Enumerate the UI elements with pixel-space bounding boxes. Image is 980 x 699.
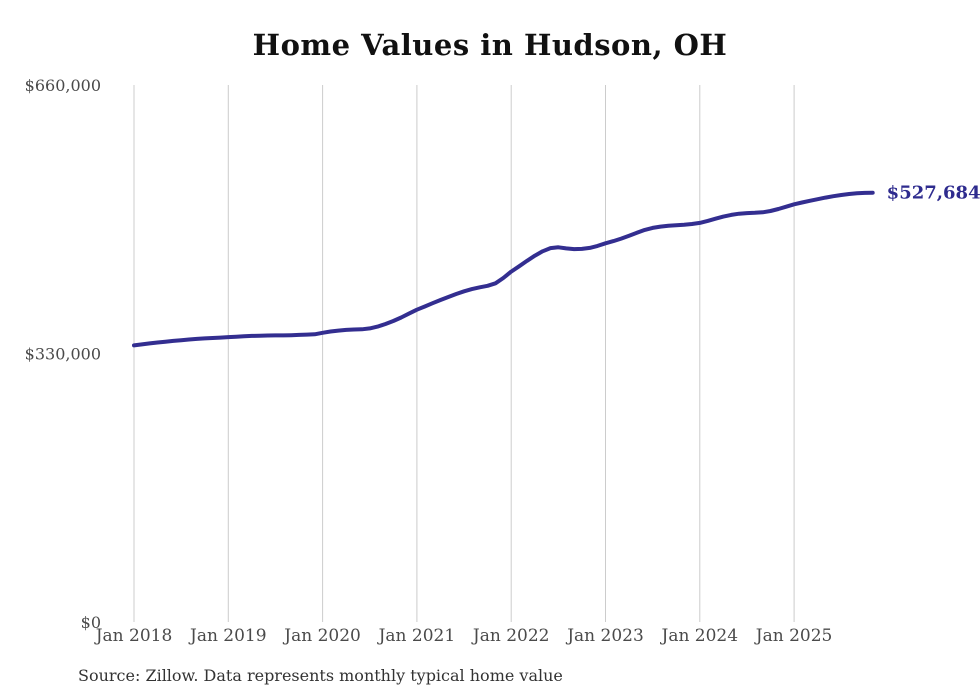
x-axis-tick-label: Jan 2021 [377, 626, 456, 646]
x-axis-tick-label: Jan 2019 [188, 626, 267, 646]
y-axis-tick-label: $660,000 [25, 76, 101, 95]
x-axis-tick-label: Jan 2022 [471, 626, 550, 646]
y-axis-tick-label: $330,000 [25, 345, 101, 364]
latest-value-label: $527,684 [887, 183, 980, 204]
x-axis-tick-label: Jan 2018 [94, 626, 173, 646]
x-axis-tick-label: Jan 2020 [282, 626, 361, 646]
x-axis-tick-label: Jan 2025 [754, 626, 833, 646]
source-note: Source: Zillow. Data represents monthly … [78, 666, 563, 685]
home-value-line [132, 190, 875, 348]
x-axis-tick-label: Jan 2024 [660, 626, 739, 646]
chart-title: Home Values in Hudson, OH [252, 28, 728, 62]
y-axis-tick-label: $0 [81, 613, 101, 632]
x-axis-tick-label: Jan 2023 [565, 626, 644, 646]
